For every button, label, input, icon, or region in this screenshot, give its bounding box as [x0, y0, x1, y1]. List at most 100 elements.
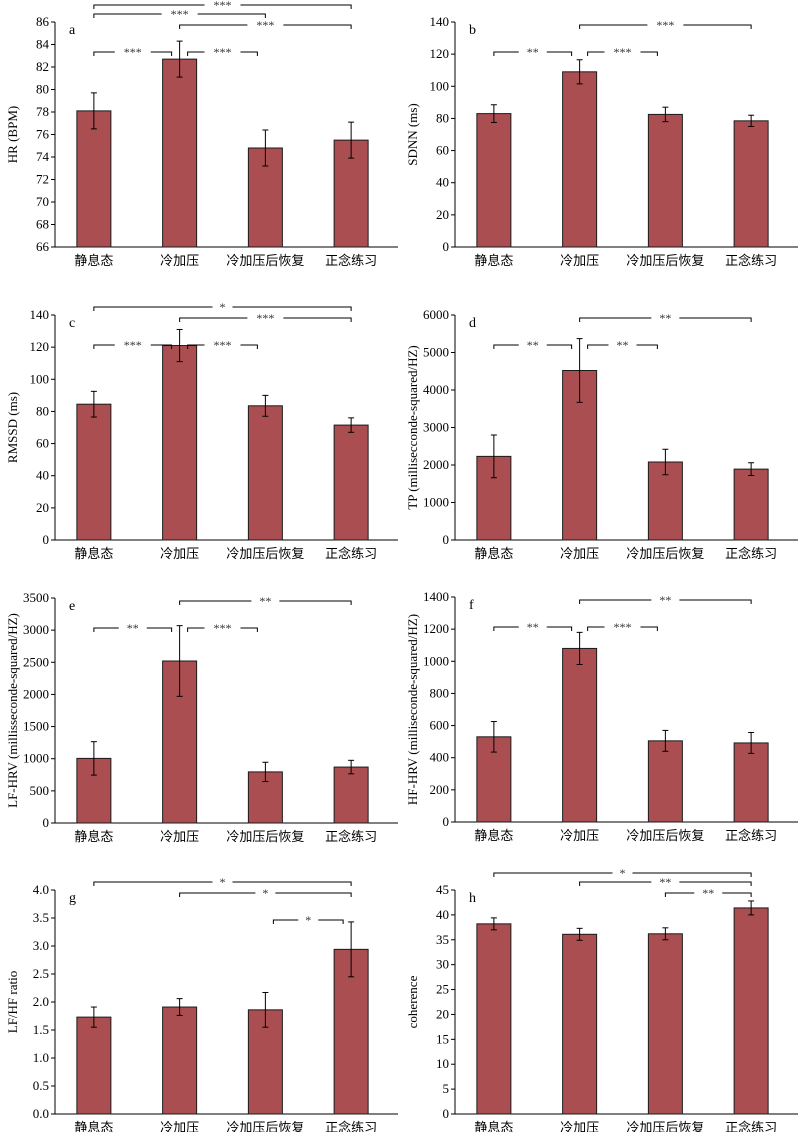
y-tick-label: 1000 [23, 751, 49, 766]
significance-bracket [587, 626, 658, 631]
significance-bracket [179, 600, 352, 605]
significance-bracket [664, 892, 752, 897]
y-tick-label: 20 [436, 207, 449, 222]
significance-label: ** [659, 875, 671, 889]
bar [733, 468, 769, 541]
significance-label: ** [527, 45, 539, 59]
bar [476, 923, 512, 1115]
significance-label: * [262, 886, 268, 900]
x-tick-label: 冷加压后恢复 [626, 829, 704, 844]
significance-label: *** [256, 18, 274, 32]
panel-d: 0 1000 2000 3000 4000 5000 6000 TP (milliseccon… [405, 307, 798, 562]
y-tick-label: 0 [43, 532, 50, 547]
y-tick-label: 100 [430, 78, 450, 93]
significance-bracket [587, 344, 658, 349]
y-tick-label: 6000 [423, 307, 449, 322]
y-tick-label: 0.5 [33, 1078, 49, 1093]
significance-label: ** [127, 621, 139, 635]
y-tick-label: 20 [36, 500, 49, 515]
significance-label: *** [171, 7, 189, 21]
bar [647, 740, 683, 823]
y-tick-label: 45 [436, 882, 449, 897]
x-tick-label: 冷加压后恢复 [626, 1121, 704, 1132]
panel-letter: e [69, 599, 75, 614]
y-tick-label: 1200 [423, 621, 449, 636]
y-tick-label: 84 [36, 37, 50, 52]
y-axis-label: HF-HRV (milliseconde-squared/HZ) [405, 614, 420, 805]
y-tick-label: 1.0 [33, 1050, 49, 1065]
panel-letter: f [469, 598, 474, 613]
x-tick-label: 正念练习 [325, 1120, 377, 1132]
y-axis-label: HR (BPM) [5, 106, 20, 163]
significance-bracket [179, 24, 352, 29]
significance-label: *** [656, 18, 674, 32]
significance-label: ** [527, 338, 539, 352]
y-tick-label: 200 [430, 782, 450, 797]
significance-bracket [587, 51, 658, 56]
significance-bracket [187, 344, 258, 349]
x-tick-label: 静息态 [474, 1120, 513, 1132]
bar [562, 71, 598, 248]
y-tick-label: 800 [430, 685, 450, 700]
y-tick-label: 4000 [423, 382, 449, 397]
bar [476, 113, 512, 248]
x-tick-label: 静息态 [474, 253, 513, 269]
significance-bracket [93, 627, 173, 632]
x-tick-label: 冷加压 [560, 1121, 599, 1132]
significance-label: ** [617, 338, 629, 352]
x-tick-label: 正念练习 [325, 829, 377, 845]
x-tick-label: 冷加压后恢复 [226, 830, 304, 845]
significance-bracket [493, 626, 573, 631]
y-axis-label: RMSSD (ms) [5, 392, 20, 463]
y-tick-label: 140 [30, 307, 50, 322]
significance-bracket [93, 881, 352, 886]
y-tick-label: 25 [436, 982, 449, 997]
bar [647, 113, 683, 248]
bar [733, 120, 769, 248]
y-tick-label: 60 [436, 143, 449, 158]
y-tick-label: 80 [36, 403, 49, 418]
y-axis-label: coherence [405, 975, 420, 1028]
y-tick-label: 2000 [23, 686, 49, 701]
panel-h: 0 5 10 15 20 25 30 35 40 45 coherence h 静息态 冷加压 冷加压后恢复… [405, 866, 798, 1132]
panel-b: 0 20 40 60 80 100 120 140 SDNN (ms) b 静息态 冷加压 冷加压后恢复… [405, 14, 798, 269]
panel-letter: d [469, 316, 476, 331]
bar [162, 58, 198, 248]
y-tick-label: 70 [36, 194, 49, 209]
x-tick-label: 冷加压后恢复 [626, 547, 704, 562]
bar [333, 766, 369, 824]
panel-letter: a [69, 23, 76, 38]
y-tick-label: 1000 [423, 653, 449, 668]
bar [247, 405, 283, 541]
significance-label: *** [614, 45, 632, 59]
significance-bracket [579, 317, 752, 322]
y-tick-label: 40 [436, 907, 449, 922]
y-tick-label: 600 [430, 718, 450, 733]
y-tick-label: 82 [36, 59, 49, 74]
y-tick-label: 2500 [23, 654, 49, 669]
x-tick-label: 冷加压 [160, 1121, 199, 1132]
y-tick-label: 66 [36, 239, 50, 254]
panel-g: 0.0 0.5 1.0 1.5 2.0 2.5 3.0 3.5 4.0 LF/HF ratio g 静… [5, 875, 398, 1132]
significance-label: *** [124, 338, 142, 352]
y-tick-label: 72 [36, 172, 49, 187]
y-tick-label: 40 [436, 175, 449, 190]
y-axis-label: TP (millisecconde-squared/HZ) [405, 345, 420, 510]
significance-label: * [305, 913, 311, 927]
x-tick-label: 正念练习 [325, 253, 377, 269]
significance-label: ** [702, 886, 714, 900]
significance-label: *** [214, 45, 232, 59]
significance-label: *** [214, 338, 232, 352]
significance-bracket [93, 306, 352, 311]
significance-bracket [93, 344, 173, 349]
significance-bracket [187, 627, 258, 632]
significance-bracket [93, 13, 266, 18]
significance-label: *** [256, 311, 274, 325]
y-tick-label: 2.0 [33, 994, 49, 1009]
y-tick-label: 3.5 [33, 910, 49, 925]
significance-bracket [93, 51, 173, 56]
y-tick-label: 120 [30, 339, 50, 354]
x-tick-label: 冷加压后恢复 [226, 547, 304, 562]
